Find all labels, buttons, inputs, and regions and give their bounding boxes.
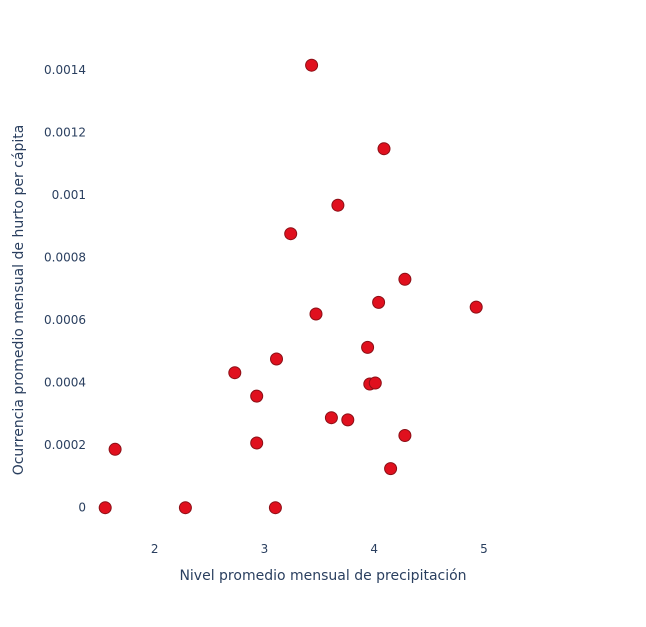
y-tick-label: 0.0012 (44, 126, 86, 140)
data-point (178, 501, 192, 515)
data-point (324, 411, 338, 425)
data-points (98, 58, 483, 515)
data-point (331, 198, 345, 212)
y-tick-label: 0 (78, 501, 86, 515)
x-tick-label: 3 (261, 542, 269, 556)
y-tick-label: 0.001 (52, 188, 86, 202)
y-axis-title: Ocurrencia promedio mensual de hurto per… (11, 125, 27, 476)
x-tick-label: 4 (370, 542, 378, 556)
data-point (368, 376, 382, 390)
y-tick-label: 0.0002 (44, 438, 86, 452)
data-point (309, 307, 323, 321)
data-point (384, 462, 398, 476)
x-tick-label: 2 (151, 542, 159, 556)
data-point (270, 352, 283, 366)
data-point (361, 340, 375, 354)
data-point (341, 413, 355, 427)
data-point (250, 389, 264, 403)
data-point (377, 142, 391, 156)
x-axis-title: Nivel promedio mensual de precipitación (179, 568, 466, 584)
data-point (108, 442, 122, 456)
data-point (250, 436, 264, 450)
data-point (469, 300, 483, 314)
data-point (372, 295, 386, 309)
x-tick-label: 5 (480, 542, 488, 556)
data-point (228, 366, 242, 380)
y-tick-label: 0.0014 (44, 63, 86, 77)
data-point (305, 58, 319, 72)
data-point (268, 501, 282, 515)
y-tick-label: 0.0004 (44, 376, 86, 390)
data-point (284, 227, 298, 241)
y-axis-ticks: 0 0.0002 0.0004 0.0006 0.0008 0.001 0.0012 0.00… (44, 63, 86, 514)
data-point (98, 501, 112, 515)
x-axis-ticks: 2 3 4 5 (151, 542, 488, 556)
data-point (398, 272, 412, 286)
data-point (398, 429, 412, 442)
y-tick-label: 0.0006 (44, 313, 86, 327)
y-tick-label: 0.0008 (44, 251, 86, 265)
